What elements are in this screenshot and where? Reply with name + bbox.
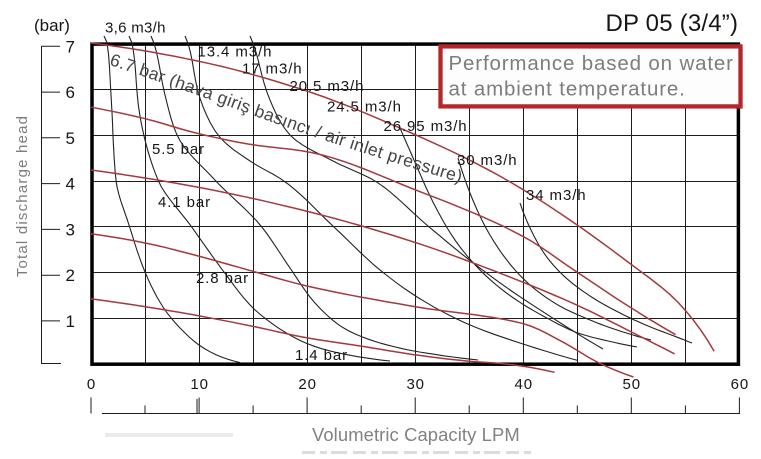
svg-text:30 m3/h: 30 m3/h	[457, 152, 518, 169]
svg-text:40: 40	[515, 376, 534, 393]
svg-text:1: 1	[66, 312, 75, 331]
svg-text:DP 05 (3/4”): DP 05 (3/4”)	[606, 10, 739, 37]
svg-text:7: 7	[66, 37, 75, 56]
svg-text:30: 30	[406, 376, 425, 393]
svg-text:1.4 bar: 1.4 bar	[295, 347, 348, 364]
svg-text:(bar): (bar)	[34, 16, 70, 35]
svg-text:Performance based on water: Performance based on water	[449, 52, 734, 75]
svg-text:Volumetric Capacity LPM: Volumetric Capacity LPM	[312, 424, 520, 445]
svg-text:3: 3	[66, 220, 75, 239]
svg-text:17 m3/h: 17 m3/h	[242, 61, 303, 78]
svg-text:2.8 bar: 2.8 bar	[196, 270, 249, 287]
svg-text:20: 20	[298, 376, 317, 393]
svg-text:4.1 bar: 4.1 bar	[158, 194, 211, 211]
svg-text:Total discharge head: Total discharge head	[14, 115, 31, 277]
svg-text:at ambient temperature.: at ambient temperature.	[449, 77, 686, 100]
svg-text:4: 4	[66, 175, 75, 194]
svg-text:20.5 m3/h: 20.5 m3/h	[290, 78, 365, 95]
svg-text:5: 5	[66, 129, 75, 148]
svg-text:6: 6	[66, 83, 75, 102]
svg-text:5.5 bar: 5.5 bar	[152, 141, 205, 158]
svg-text:34 m3/h: 34 m3/h	[526, 187, 587, 204]
svg-text:13.4 m3/h: 13.4 m3/h	[198, 44, 273, 61]
svg-text:0: 0	[87, 376, 96, 393]
svg-text:50: 50	[623, 376, 642, 393]
svg-text:2: 2	[66, 266, 75, 285]
svg-text:26.95 m3/h: 26.95 m3/h	[384, 118, 468, 135]
svg-text:24.5 m3/h: 24.5 m3/h	[327, 99, 402, 116]
svg-text:60: 60	[731, 376, 750, 393]
svg-text:3,6 m3/h: 3,6 m3/h	[105, 20, 166, 37]
svg-text:10: 10	[190, 376, 209, 393]
